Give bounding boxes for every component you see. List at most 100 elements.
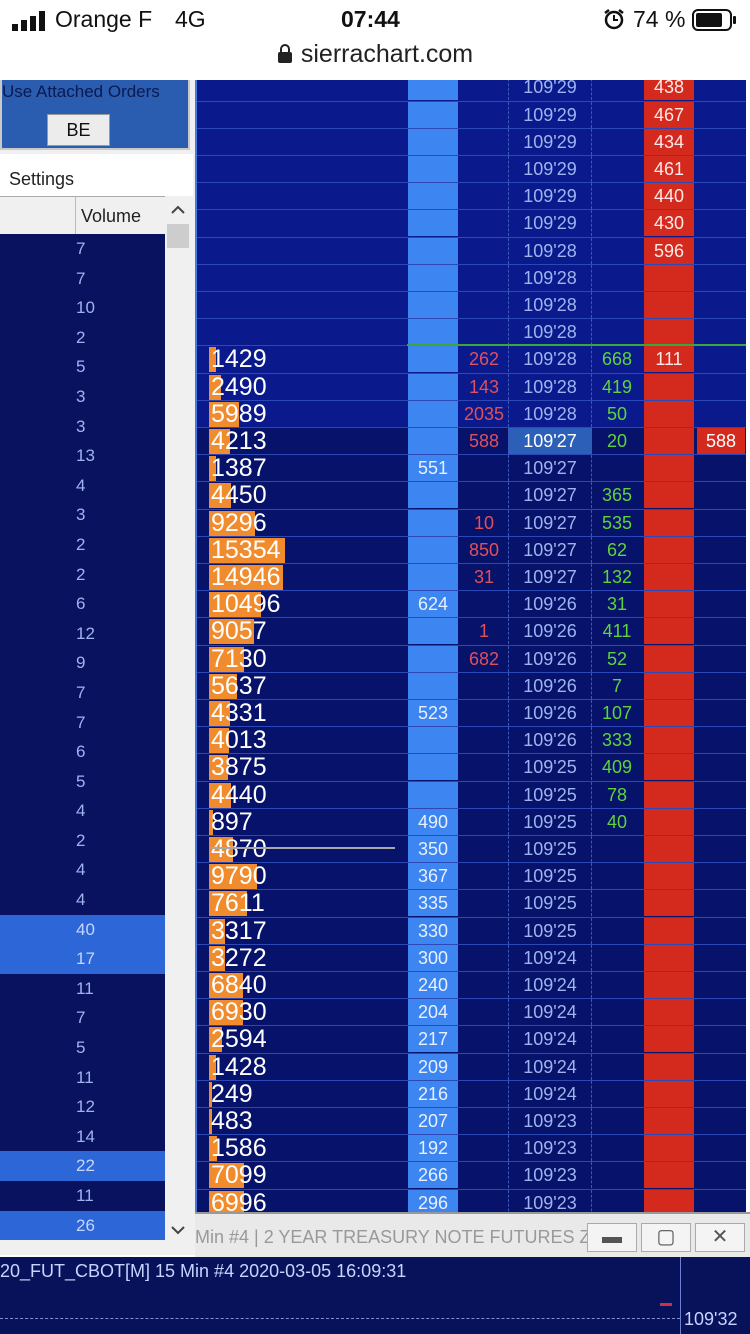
ladder-row[interactable]: 109'29 438 — [197, 80, 747, 102]
ladder-row[interactable]: 7611 335 109'25 — [197, 890, 747, 918]
ask-cell[interactable] — [644, 645, 694, 672]
ladder-row[interactable]: 249 216 109'24 — [197, 1080, 747, 1108]
sell-cell[interactable] — [460, 1081, 508, 1107]
bid-cell[interactable] — [408, 672, 458, 699]
ask-cell[interactable] — [644, 836, 694, 862]
bid-cell[interactable] — [408, 727, 458, 754]
volume-list-item[interactable]: 2 — [76, 830, 86, 850]
sell-cell[interactable] — [460, 210, 508, 236]
bid-cell[interactable]: 300 — [408, 944, 458, 971]
volume-list-item[interactable]: 22 — [0, 1151, 165, 1181]
price-cell[interactable]: 109'26 — [508, 727, 592, 754]
sell-cell[interactable] — [460, 1190, 508, 1212]
sell-cell[interactable] — [460, 1162, 508, 1188]
sell-cell[interactable] — [460, 863, 508, 889]
price-cell[interactable]: 109'27 — [508, 428, 592, 454]
volume-cell[interactable] — [203, 156, 403, 182]
buy-cell[interactable] — [592, 945, 642, 971]
ladder-row[interactable]: 109'28 — [197, 292, 747, 320]
bid-cell[interactable] — [408, 428, 458, 454]
sell-cell[interactable] — [460, 1108, 508, 1134]
price-cell[interactable]: 109'26 — [508, 618, 592, 645]
price-cell[interactable]: 109'25 — [508, 754, 592, 781]
ladder-row[interactable]: 6930 204 109'24 — [197, 999, 747, 1027]
window-title-bar[interactable]: Min #4 | 2 YEAR TREASURY NOTE FUTURES Z.… — [195, 1212, 750, 1257]
ladder-row[interactable]: 4450 109'27 365 — [197, 482, 747, 510]
ladder-row[interactable]: 14946 31 109'27 132 — [197, 564, 747, 592]
bid-cell[interactable] — [408, 781, 458, 808]
ask-cell[interactable]: 434 — [644, 128, 694, 155]
volume-cell[interactable]: 3875 — [203, 754, 403, 781]
ask-cell[interactable]: 430 — [644, 210, 694, 237]
buy-cell[interactable]: 411 — [602, 621, 632, 642]
ask-cell[interactable] — [644, 1189, 694, 1212]
buy-cell[interactable] — [592, 999, 642, 1025]
ask-cell[interactable] — [644, 1135, 694, 1162]
chevron-up-icon[interactable] — [170, 204, 186, 214]
price-cell[interactable]: 109'28 — [508, 400, 592, 427]
price-cell[interactable]: 109'25 — [508, 863, 592, 890]
buy-cell[interactable] — [592, 455, 642, 481]
volume-cell[interactable]: 7099 — [203, 1162, 403, 1189]
sell-cell[interactable] — [460, 482, 508, 508]
volume-cell[interactable]: 9057 — [203, 618, 403, 645]
bid-cell[interactable] — [408, 564, 458, 590]
price-cell[interactable]: 109'27 — [508, 564, 592, 590]
price-cell[interactable]: 109'24 — [508, 1080, 592, 1107]
ask-cell[interactable] — [644, 1080, 694, 1107]
volume-list-item[interactable]: 3 — [76, 505, 86, 525]
volume-cell[interactable] — [203, 102, 403, 128]
ask-cell[interactable] — [644, 808, 694, 835]
maximize-button[interactable]: ▢ — [641, 1223, 691, 1252]
sell-cell[interactable] — [460, 102, 508, 128]
volume-list-item[interactable]: 11 — [76, 1067, 94, 1087]
bid-cell[interactable]: 240 — [408, 972, 458, 998]
volume-list-item[interactable]: 2 — [76, 564, 86, 584]
buy-cell[interactable] — [592, 1135, 642, 1161]
ask-cell[interactable] — [644, 944, 694, 971]
price-cell[interactable]: 109'28 — [508, 319, 592, 346]
volume-cell[interactable]: 9790 — [203, 863, 403, 890]
volume-cell[interactable]: 4450 — [203, 482, 403, 509]
sell-cell[interactable] — [460, 80, 508, 100]
ask-cell[interactable] — [644, 564, 694, 590]
buy-cell[interactable]: 132 — [601, 567, 633, 587]
sell-cell[interactable]: 262 — [468, 349, 500, 370]
ask-cell[interactable]: 596 — [644, 237, 694, 264]
bid-cell[interactable]: 330 — [408, 917, 458, 944]
scrollbar[interactable] — [165, 196, 193, 1240]
buy-cell[interactable] — [592, 1054, 642, 1080]
price-cell[interactable]: 109'23 — [508, 1108, 592, 1134]
sell-cell[interactable] — [460, 183, 508, 209]
ask-cell[interactable] — [644, 863, 694, 890]
volume-cell[interactable]: 4331 — [203, 700, 403, 727]
buy-cell[interactable]: 78 — [606, 784, 628, 805]
bid-cell[interactable] — [408, 754, 458, 781]
volume-list-item[interactable]: 7 — [76, 239, 86, 258]
sell-cell[interactable] — [460, 129, 508, 155]
buy-cell[interactable] — [592, 319, 642, 345]
minimize-button[interactable]: ▬ — [587, 1223, 637, 1252]
ask-cell[interactable] — [644, 292, 694, 318]
sell-cell[interactable] — [460, 809, 508, 835]
volume-list-item[interactable]: 9 — [76, 653, 86, 673]
buy-cell[interactable] — [592, 183, 642, 209]
volume-cell[interactable]: 3317 — [203, 917, 403, 944]
volume-list-item[interactable]: 7 — [76, 1008, 86, 1028]
sell-cell[interactable] — [460, 319, 508, 345]
ask-cell[interactable]: 440 — [644, 183, 694, 210]
price-cell[interactable]: 109'24 — [508, 944, 592, 971]
ladder-row[interactable]: 4440 109'25 78 — [197, 781, 747, 809]
sell-cell[interactable]: 10 — [473, 512, 495, 533]
volume-column-header[interactable]: Volume — [0, 196, 165, 235]
price-cell[interactable]: 109'27 — [508, 482, 592, 509]
ladder-row[interactable]: 4870 350 109'25 — [197, 836, 747, 864]
bid-cell[interactable] — [408, 618, 458, 645]
sell-cell[interactable] — [460, 1135, 508, 1161]
buy-cell[interactable] — [592, 918, 642, 944]
volume-list-item[interactable]: 2 — [76, 327, 86, 347]
ladder-row[interactable]: 1586 192 109'23 — [197, 1135, 747, 1163]
price-cell[interactable]: 109'26 — [508, 672, 592, 699]
chart-area[interactable]: 20_FUT_CBOT[M] 15 Min #4 2020-03-05 16:0… — [0, 1257, 750, 1334]
ladder-row[interactable]: 9790 367 109'25 — [197, 863, 747, 891]
